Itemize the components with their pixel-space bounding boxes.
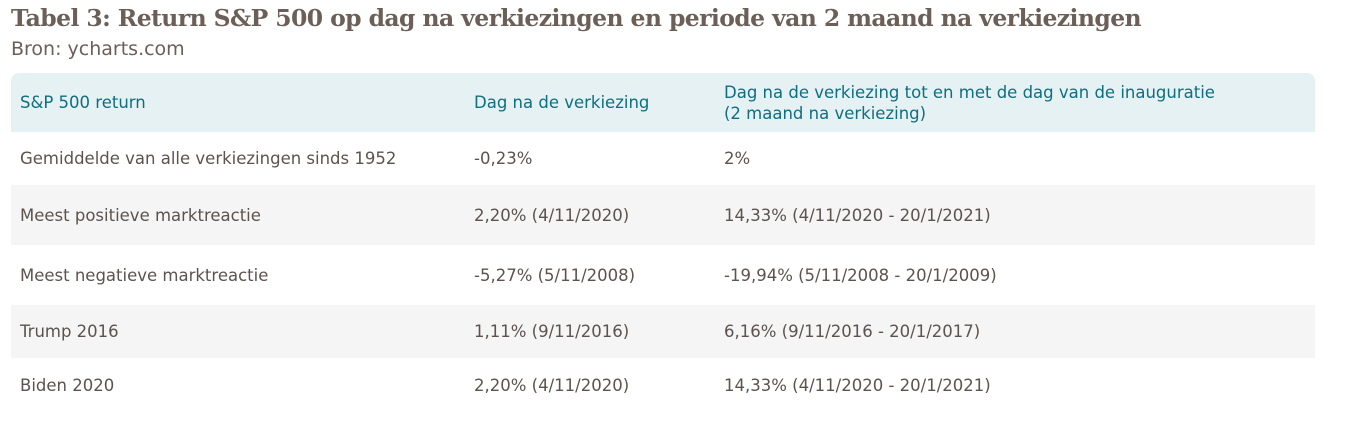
header-day-after: Dag na de verkiezing	[474, 93, 650, 112]
table-title: Tabel 3: Return S&P 500 op dag na verkie…	[11, 4, 1142, 32]
header-line-1: Dag na de verkiezing tot en met de dag v…	[724, 82, 1215, 102]
cell: 2,20% (4/11/2020)	[474, 375, 630, 395]
header-sp500-return: S&P 500 return	[20, 93, 146, 112]
cell: Gemiddelde van alle verkiezingen sinds 1…	[20, 149, 397, 168]
table-header: S&P 500 return Dag na de verkiezing Dag …	[11, 73, 1315, 132]
cell: -5,27% (5/11/2008)	[474, 265, 636, 285]
cell: 2,20% (4/11/2020)	[474, 205, 630, 225]
table-row: Biden 2020 2,20% (4/11/2020) 14,33% (4/1…	[11, 358, 1315, 412]
source-note: Bron: ycharts.com	[11, 38, 185, 60]
header-until-inauguration: Dag na de verkiezing tot en met de dag v…	[724, 82, 1215, 124]
cell: Meest negatieve marktreactie	[20, 265, 269, 285]
table-row: Trump 2016 1,11% (9/11/2016) 6,16% (9/11…	[11, 305, 1315, 358]
cell: Trump 2016	[20, 322, 119, 341]
table-row: Meest positieve marktreactie 2,20% (4/11…	[11, 185, 1315, 245]
table-row: Gemiddelde van alle verkiezingen sinds 1…	[11, 132, 1315, 185]
cell: 14,33% (4/11/2020 - 20/1/2021)	[724, 205, 991, 225]
cell: 14,33% (4/11/2020 - 20/1/2021)	[724, 375, 991, 395]
header-line-2: (2 maand na verkiezing)	[724, 103, 927, 123]
cell: Meest positieve marktreactie	[20, 205, 261, 225]
cell: 2%	[724, 149, 751, 168]
cell: -0,23%	[474, 149, 533, 168]
cell: 6,16% (9/11/2016 - 20/1/2017)	[724, 322, 981, 341]
cell: Biden 2020	[20, 375, 115, 395]
returns-table: S&P 500 return Dag na de verkiezing Dag …	[11, 73, 1315, 412]
cell: -19,94% (5/11/2008 - 20/1/2009)	[724, 265, 997, 285]
table-row: Meest negatieve marktreactie -5,27% (5/1…	[11, 245, 1315, 305]
cell: 1,11% (9/11/2016)	[474, 322, 630, 341]
